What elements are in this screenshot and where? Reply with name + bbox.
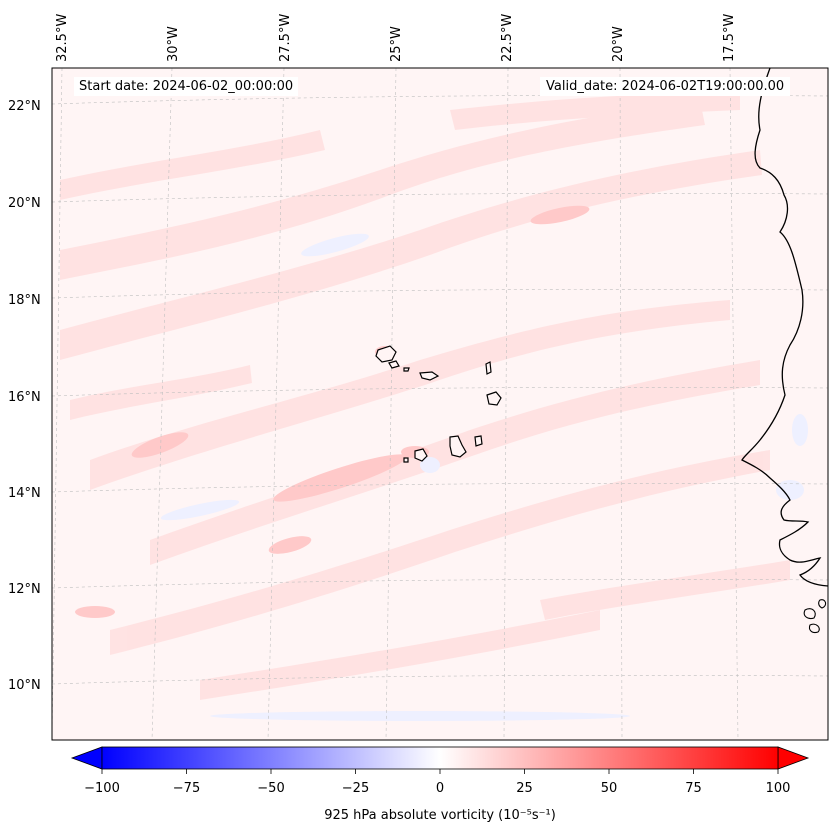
lat-label: 18°N <box>8 293 41 308</box>
cape-verde-islands <box>375 345 502 463</box>
start-date-label: Start date: 2024-06-02_00:00:00 <box>74 77 299 96</box>
colorbar-tick-label: 100 <box>766 781 791 796</box>
vorticity-field-negative <box>160 233 808 721</box>
colorbar-max-extend <box>777 746 810 770</box>
lat-label: 14°N <box>8 486 41 501</box>
colorbar-title: 925 hPa absolute vorticity (10⁻⁵s⁻¹) <box>324 808 556 823</box>
colorbar-tick-label: 25 <box>516 781 533 796</box>
lon-label: 17.5°W <box>722 14 737 62</box>
colorbar: −100 −75 −50 −25 0 25 50 75 100 <box>70 746 810 796</box>
vorticity-field-strong <box>75 205 590 618</box>
colorbar-tick-label: 0 <box>436 781 444 796</box>
vorticity-field <box>60 90 790 700</box>
colorbar-tick-label: −75 <box>173 781 200 796</box>
lat-label: 10°N <box>8 678 41 693</box>
colorbar-tick-label: 50 <box>601 781 618 796</box>
map-frame <box>51 67 829 741</box>
lon-label: 30°W <box>166 26 181 62</box>
coastline-west-africa <box>741 68 828 587</box>
lon-label: 20°W <box>611 26 626 62</box>
colorbar-gradient <box>101 746 779 770</box>
lat-label: 16°N <box>8 390 41 405</box>
valid-date-label: Valid_date: 2024-06-02T19:00:00.00 <box>540 77 791 96</box>
lat-label: 22°N <box>8 99 41 114</box>
lat-label: 20°N <box>8 196 41 211</box>
colorbar-min-extend <box>70 746 103 770</box>
coastline-bijagos <box>803 599 827 634</box>
longitude-labels: 32.5°W 30°W 27.5°W 25°W 22.5°W 20°W 17.5… <box>55 14 737 62</box>
lon-label: 32.5°W <box>55 14 70 62</box>
colorbar-tick-label: −25 <box>342 781 369 796</box>
lon-label: 27.5°W <box>278 14 293 62</box>
graticule <box>52 68 828 740</box>
latitude-labels: 22°N 20°N 18°N 16°N 14°N 12°N 10°N <box>8 99 41 693</box>
colorbar-tick-label: −50 <box>257 781 284 796</box>
lon-label: 25°W <box>389 26 404 62</box>
lat-label: 12°N <box>8 582 41 597</box>
colorbar-tick-label: 75 <box>685 781 702 796</box>
lon-label: 22.5°W <box>500 14 515 62</box>
colorbar-tick-label: −100 <box>84 781 120 796</box>
